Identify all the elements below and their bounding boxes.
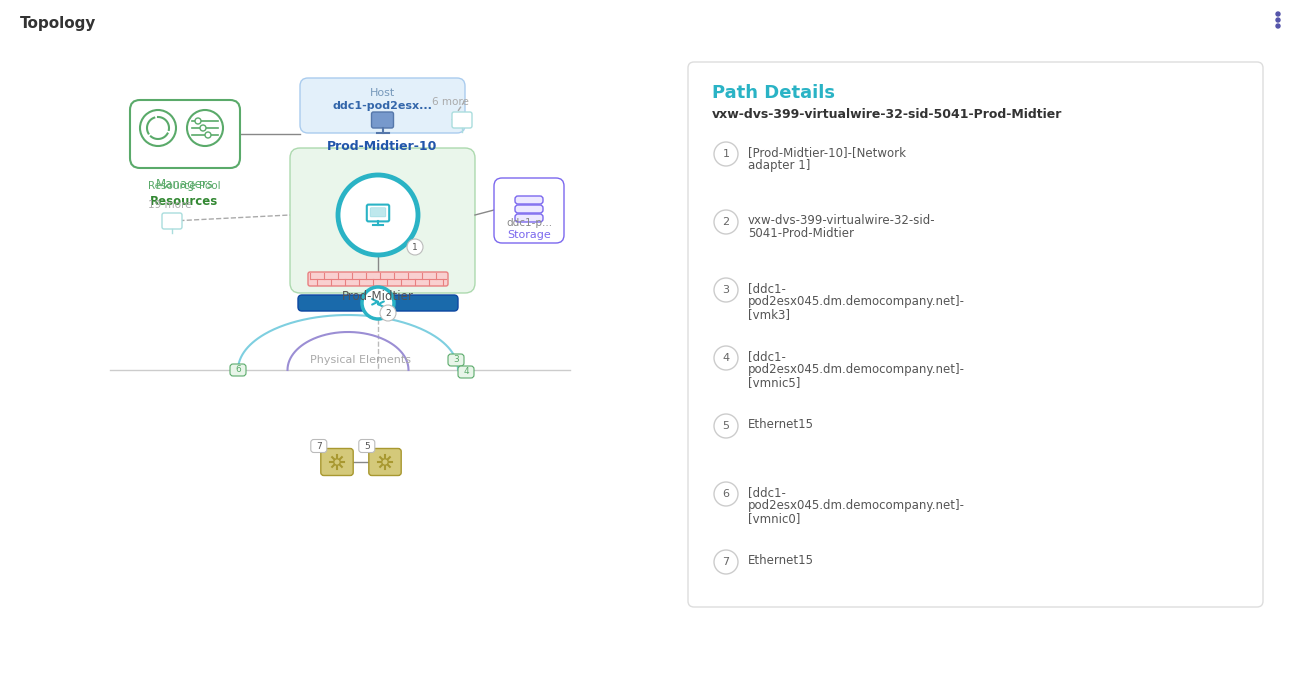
- Circle shape: [140, 110, 176, 146]
- FancyBboxPatch shape: [448, 354, 464, 366]
- Text: 7: 7: [723, 557, 729, 567]
- Circle shape: [714, 142, 738, 166]
- Text: Physical Elements: Physical Elements: [309, 355, 411, 365]
- Text: [vmnic0]: [vmnic0]: [747, 512, 801, 525]
- FancyBboxPatch shape: [370, 208, 386, 217]
- Text: Resources: Resources: [150, 195, 218, 208]
- Circle shape: [200, 125, 205, 131]
- Circle shape: [407, 239, 422, 255]
- FancyBboxPatch shape: [494, 178, 564, 243]
- Text: [vmk3]: [vmk3]: [747, 308, 790, 321]
- FancyBboxPatch shape: [367, 205, 389, 221]
- Circle shape: [205, 132, 211, 138]
- Text: Ethernet15: Ethernet15: [747, 554, 814, 567]
- Text: Storage: Storage: [507, 230, 551, 240]
- Circle shape: [714, 482, 738, 506]
- Text: 1: 1: [723, 149, 729, 159]
- Circle shape: [338, 175, 419, 255]
- Circle shape: [714, 414, 738, 438]
- Text: [ddc1-: [ddc1-: [747, 282, 786, 295]
- Text: adapter 1]: adapter 1]: [747, 159, 810, 172]
- FancyBboxPatch shape: [298, 295, 458, 311]
- FancyBboxPatch shape: [359, 439, 374, 452]
- Circle shape: [382, 459, 389, 465]
- Circle shape: [1277, 24, 1280, 28]
- Text: 5041-Prod-Midtier: 5041-Prod-Midtier: [747, 227, 854, 240]
- Text: 2: 2: [385, 308, 391, 318]
- Text: 19 more: 19 more: [148, 200, 192, 210]
- Text: 3: 3: [723, 285, 729, 295]
- Text: ddc1-p...: ddc1-p...: [506, 218, 552, 228]
- Text: 4: 4: [723, 353, 729, 363]
- Circle shape: [187, 110, 224, 146]
- Text: Prod-Midtier: Prod-Midtier: [342, 289, 413, 302]
- Text: [Prod-Midtier-10]-[Network: [Prod-Midtier-10]-[Network: [747, 146, 906, 159]
- FancyBboxPatch shape: [230, 364, 246, 376]
- Text: 5: 5: [723, 421, 729, 431]
- Text: Resource Pool: Resource Pool: [148, 181, 220, 191]
- Text: [ddc1-: [ddc1-: [747, 350, 786, 363]
- FancyBboxPatch shape: [300, 78, 465, 133]
- Text: 1: 1: [412, 242, 417, 252]
- Text: Topology: Topology: [20, 16, 96, 31]
- Circle shape: [714, 278, 738, 302]
- Text: Prod-Midtier-10: Prod-Midtier-10: [328, 140, 438, 153]
- Text: 3: 3: [454, 355, 459, 365]
- FancyBboxPatch shape: [162, 213, 182, 229]
- Text: pod2esx045.dm.democompany.net]-: pod2esx045.dm.democompany.net]-: [747, 363, 965, 376]
- Text: 6: 6: [723, 489, 729, 499]
- Text: [ddc1-: [ddc1-: [747, 486, 786, 499]
- FancyBboxPatch shape: [372, 112, 394, 128]
- FancyBboxPatch shape: [688, 62, 1264, 607]
- Circle shape: [714, 550, 738, 574]
- Text: 6 more: 6 more: [432, 97, 468, 107]
- Text: vxw-dvs-399-virtualwire-32-sid-5041-Prod-Midtier: vxw-dvs-399-virtualwire-32-sid-5041-Prod…: [712, 108, 1062, 121]
- Text: Host: Host: [370, 88, 395, 98]
- Circle shape: [195, 118, 202, 124]
- Text: Path Details: Path Details: [712, 84, 835, 102]
- Text: pod2esx045.dm.democompany.net]-: pod2esx045.dm.democompany.net]-: [747, 295, 965, 308]
- Text: ddc1-pod2esx...: ddc1-pod2esx...: [333, 101, 433, 111]
- FancyBboxPatch shape: [515, 196, 543, 204]
- Text: 7: 7: [316, 442, 321, 451]
- Text: Managers: Managers: [156, 178, 214, 191]
- Text: 6: 6: [235, 365, 240, 374]
- FancyBboxPatch shape: [130, 100, 240, 168]
- FancyBboxPatch shape: [321, 448, 354, 476]
- Circle shape: [334, 459, 341, 465]
- FancyBboxPatch shape: [311, 439, 326, 452]
- FancyBboxPatch shape: [452, 112, 472, 128]
- Circle shape: [714, 210, 738, 234]
- Circle shape: [714, 346, 738, 370]
- FancyBboxPatch shape: [290, 148, 474, 293]
- Text: vxw-dvs-399-virtualwire-32-sid-: vxw-dvs-399-virtualwire-32-sid-: [747, 214, 936, 227]
- Circle shape: [380, 305, 396, 321]
- Text: Ethernet15: Ethernet15: [747, 418, 814, 431]
- FancyBboxPatch shape: [515, 214, 543, 222]
- Circle shape: [1277, 12, 1280, 16]
- Circle shape: [1277, 18, 1280, 22]
- FancyBboxPatch shape: [458, 366, 474, 378]
- FancyBboxPatch shape: [369, 448, 402, 476]
- Text: pod2esx045.dm.democompany.net]-: pod2esx045.dm.democompany.net]-: [747, 499, 965, 512]
- FancyBboxPatch shape: [308, 272, 448, 286]
- Text: [vmnic5]: [vmnic5]: [747, 376, 801, 389]
- Circle shape: [361, 287, 394, 319]
- Text: 2: 2: [723, 217, 729, 227]
- FancyBboxPatch shape: [515, 205, 543, 213]
- Text: 5: 5: [364, 442, 369, 451]
- Text: 4: 4: [463, 367, 469, 376]
